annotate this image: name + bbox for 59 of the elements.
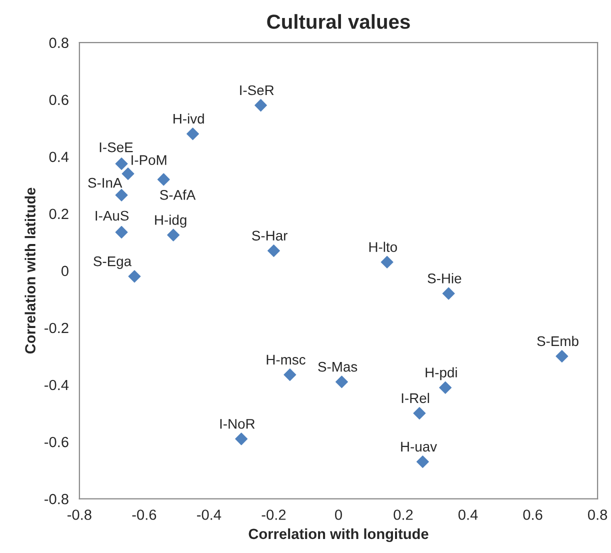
point [442,287,455,300]
x-tick-label: 0 [335,510,342,520]
x-tick-label: -0.4 [197,510,222,520]
annotation: S-Hie [428,273,462,284]
y-tick-label: 0.2 [49,208,68,220]
point [556,350,568,362]
x-tick-label: 0.4 [458,510,478,520]
annotation: S-Mas [318,362,358,372]
annotation: I-SeE [100,142,133,152]
annotation: S-Emb [537,336,578,346]
annotation: I-AuS [96,210,129,221]
annotation: S-Ega [94,256,132,269]
annotation: I-NoR [220,419,255,429]
point [413,407,426,420]
annotation: H-lto [369,242,397,252]
x-tick-label: -0.2 [262,510,286,520]
point [115,188,128,202]
point [115,226,128,238]
point [128,270,141,283]
point [380,256,394,268]
x-tick-label: 0.8 [588,510,608,520]
point [235,432,248,446]
point [167,228,180,242]
annotation: H-ivd [174,113,204,124]
annotation: H-idg [155,214,186,228]
point [267,244,280,257]
x-tick-label: -0.6 [132,510,156,520]
point [254,99,268,112]
annotation: H-uav [401,442,437,452]
annotation: I-PoM [132,155,166,165]
y-axis-title: Correlation with latitude [24,188,36,354]
annotation: S-AfA [160,190,196,200]
x-tick-label: 0.2 [394,510,413,520]
y-tick-label: 0.8 [49,38,68,48]
annotation: S-Har [252,230,288,241]
y-tick-label: -0.8 [44,494,68,504]
point [157,173,170,186]
annotation: I-SeR [240,85,274,96]
annotation: S-InA [88,178,122,188]
chart-title: Cultural values [267,14,410,29]
point [284,368,296,382]
y-tick-label: -0.4 [44,380,69,390]
x-tick-label: 0.6 [523,510,542,520]
y-tick-label: -0.6 [44,436,68,448]
point [122,168,134,180]
y-tick-label: 0 [61,266,68,276]
annotation: H-msc [266,354,306,365]
point [186,128,200,140]
point [416,455,429,468]
y-tick-label: 0.6 [49,94,68,106]
point [115,158,128,170]
point [439,381,452,394]
y-tick-label: -0.2 [44,322,68,334]
x-axis-title: Correlation with longitude [248,528,428,542]
annotation: I-Rel [402,392,430,404]
point [335,376,348,388]
annotation: H-pdi [426,367,457,380]
x-tick-label: -0.8 [68,510,92,520]
y-tick-label: 0.4 [49,152,69,162]
